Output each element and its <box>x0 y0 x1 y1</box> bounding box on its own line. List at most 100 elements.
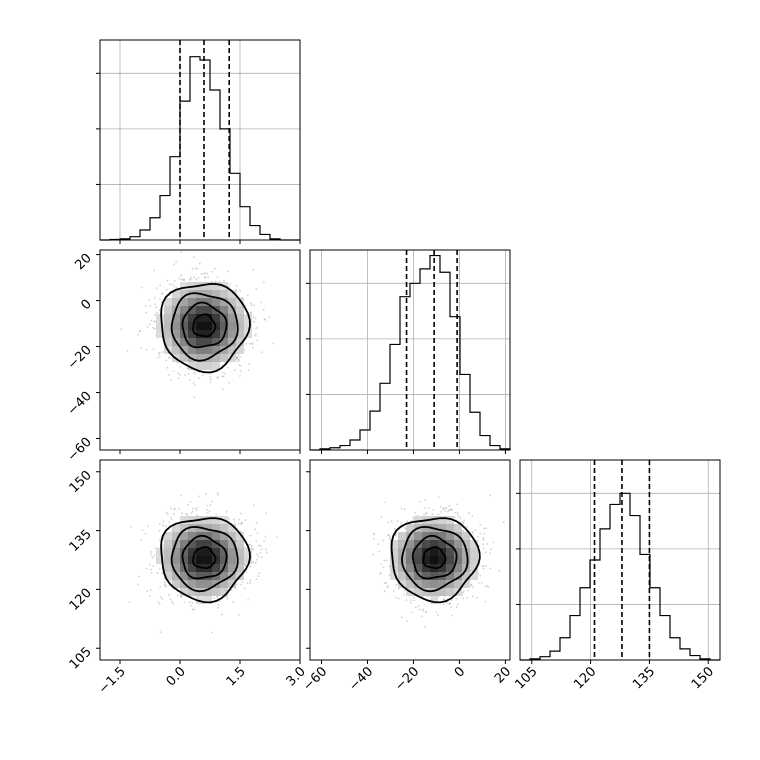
scatter-point <box>275 536 278 539</box>
scatter-point <box>236 357 239 360</box>
scatter-point <box>140 286 143 289</box>
scatter-point <box>128 600 131 603</box>
contour-level-2 <box>170 525 239 593</box>
density-cell <box>196 322 204 330</box>
scatter-point <box>148 299 151 301</box>
histogram-0 <box>100 56 300 241</box>
scatter-point <box>448 603 451 605</box>
scatter-point <box>424 610 427 613</box>
scatter-point <box>240 522 242 525</box>
joint-panel-1-2 <box>306 459 511 664</box>
density-cell <box>172 564 180 572</box>
density-cell <box>438 588 446 596</box>
scatter-point <box>164 581 166 584</box>
density-cell <box>430 596 438 604</box>
density-cell <box>470 540 478 548</box>
joint-content <box>120 250 275 399</box>
scatter-point <box>474 529 477 532</box>
scatter-point <box>412 596 415 599</box>
scatter-point <box>227 366 230 369</box>
scatter-point <box>167 513 169 516</box>
density-cell <box>188 306 196 314</box>
density-cell <box>422 580 430 588</box>
scatter-point <box>169 598 172 601</box>
contour-level-3 <box>160 517 251 604</box>
scatter-point <box>227 270 230 273</box>
scatter-point <box>459 520 461 523</box>
scatter-point <box>198 495 201 498</box>
density-cell <box>204 330 212 338</box>
scatter-point <box>195 514 198 517</box>
scatter-point <box>400 508 403 510</box>
contour-level-1 <box>411 534 458 580</box>
x-tick-label: 150 <box>689 664 717 692</box>
density-cell <box>172 330 180 338</box>
contour-level-3 <box>160 283 251 374</box>
y-tick-label: 105 <box>67 644 95 672</box>
scatter-point <box>239 364 242 367</box>
scatter-point <box>419 500 422 503</box>
scatter-point <box>194 373 197 375</box>
scatter-point <box>176 594 179 597</box>
density-cell <box>454 564 462 572</box>
scatter-point <box>193 396 196 399</box>
scatter-point <box>152 348 155 351</box>
scatter-point <box>166 366 169 369</box>
density-cell <box>172 298 180 306</box>
density-cell <box>164 556 172 564</box>
scatter-point <box>243 564 246 566</box>
scatter-point <box>249 581 252 584</box>
density-cell <box>406 580 414 588</box>
density-cell <box>196 362 204 370</box>
density-cell <box>188 338 196 346</box>
density-cell <box>390 540 398 548</box>
density-cell <box>236 322 244 330</box>
density-cell <box>438 532 446 540</box>
density-cell <box>180 564 188 572</box>
scatter-point <box>222 279 225 282</box>
density-cell <box>446 556 454 564</box>
scatter-point <box>485 564 488 567</box>
density-cell <box>180 556 188 564</box>
density-cell <box>228 290 236 298</box>
scatter-point <box>161 292 164 295</box>
scatter-point <box>192 382 195 384</box>
scatter-point <box>216 377 218 379</box>
density-cell <box>220 524 228 532</box>
scatter-point <box>487 586 490 588</box>
scatter-point <box>442 603 445 606</box>
scatter-point <box>177 372 180 375</box>
scatter-point <box>394 534 397 537</box>
density-cell <box>156 322 164 330</box>
density-cell <box>212 532 220 540</box>
scatter-point <box>237 358 240 361</box>
scatter-point <box>265 512 268 515</box>
hist-grid-0 <box>100 40 300 240</box>
density-cell <box>236 338 244 346</box>
scatter-point <box>157 601 160 603</box>
scatter-point <box>239 369 242 372</box>
density-cell <box>220 548 228 556</box>
y-tick-label: 150 <box>67 468 95 496</box>
scatter-point <box>389 535 391 538</box>
scatter-point <box>418 608 421 611</box>
density-cell <box>212 362 220 370</box>
scatter-point <box>209 504 212 506</box>
density-cell <box>188 556 196 564</box>
density-cell <box>430 540 438 548</box>
density-cell <box>196 314 204 322</box>
scatter-point <box>450 606 453 608</box>
scatter-point <box>422 608 425 611</box>
scatter-point <box>169 516 172 519</box>
scatter-point <box>178 507 181 510</box>
density-cell <box>406 564 414 572</box>
scatter-point <box>383 590 386 593</box>
scatter-point <box>240 522 243 524</box>
density-cell <box>212 290 220 298</box>
density-cell <box>236 548 244 556</box>
scatter-point <box>149 589 152 592</box>
density-cell <box>414 532 422 540</box>
density-cell <box>454 540 462 548</box>
scatter-point <box>224 596 227 599</box>
density-cell <box>236 298 244 306</box>
